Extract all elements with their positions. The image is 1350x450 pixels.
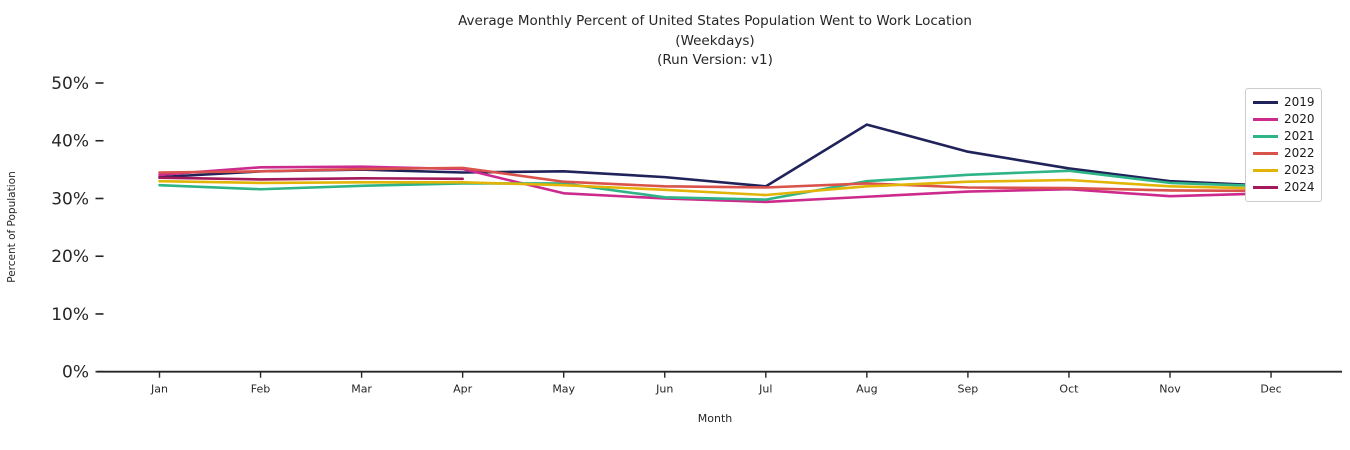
legend-entry-2022: 2022: [1253, 146, 1315, 161]
legend-entry-2021: 2021: [1253, 129, 1315, 144]
legend-swatch-2023: [1253, 168, 1278, 173]
y-tick-label: 30%: [51, 189, 89, 209]
x-tick-label: Feb: [251, 383, 270, 396]
x-axis-label: Month: [697, 412, 733, 425]
series-line-2020: [158, 165, 1273, 204]
legend-swatch-2022: [1253, 151, 1278, 156]
y-tick-label: 50%: [51, 74, 89, 94]
x-tick-label: Jun: [655, 383, 673, 396]
legend-swatch-2024: [1253, 185, 1278, 190]
chart-title-line1: Average Monthly Percent of United States…: [458, 13, 972, 29]
legend-entry-2019: 2019: [1253, 95, 1315, 110]
x-tick-label: Sep: [958, 383, 979, 396]
legend-entry-2023: 2023: [1253, 163, 1315, 178]
legend-entry-2020: 2020: [1253, 112, 1315, 127]
series-line-2022: [158, 166, 1273, 193]
x-tick-label: Jul: [758, 383, 772, 396]
legend-label: 2020: [1284, 112, 1315, 126]
x-tick-label: Aug: [856, 383, 877, 396]
x-tick-label: Jan: [150, 383, 168, 396]
chart-title-line3: (Run Version: v1): [657, 52, 773, 68]
legend-entry-2024: 2024: [1253, 180, 1315, 195]
series-line-2019: [158, 123, 1273, 188]
series-line-2024: [158, 176, 464, 181]
legend-label: 2021: [1284, 129, 1315, 143]
legend-label: 2019: [1284, 95, 1315, 109]
x-tick-label: Dec: [1260, 383, 1281, 396]
chart-title-line2: (Weekdays): [675, 32, 755, 49]
legend-label: 2023: [1284, 163, 1315, 177]
legend-swatch-2020: [1253, 117, 1278, 122]
x-tick-label: Oct: [1059, 383, 1079, 396]
y-axis-label: Percent of Population: [6, 171, 18, 283]
legend-label: 2022: [1284, 146, 1315, 160]
legend-swatch-2019: [1253, 100, 1278, 105]
x-tick-label: Nov: [1159, 383, 1181, 396]
y-tick-label: 40%: [51, 132, 89, 152]
legend-label: 2024: [1284, 180, 1315, 194]
y-tick-label: 20%: [51, 247, 89, 267]
series-line-2023: [158, 178, 1273, 197]
legend-swatch-2021: [1253, 134, 1278, 139]
x-tick-label: Mar: [351, 383, 372, 396]
x-tick-label: May: [552, 383, 575, 396]
series-line-2021: [158, 169, 1273, 201]
chart-title: Average Monthly Percent of United States…: [85, 12, 1345, 71]
y-tick-label: 10%: [51, 305, 89, 325]
x-tick-label: Apr: [453, 383, 473, 396]
y-tick-label: 0%: [62, 363, 89, 383]
legend: 2019 2020 2021 2022 2023 2024: [1245, 88, 1322, 202]
